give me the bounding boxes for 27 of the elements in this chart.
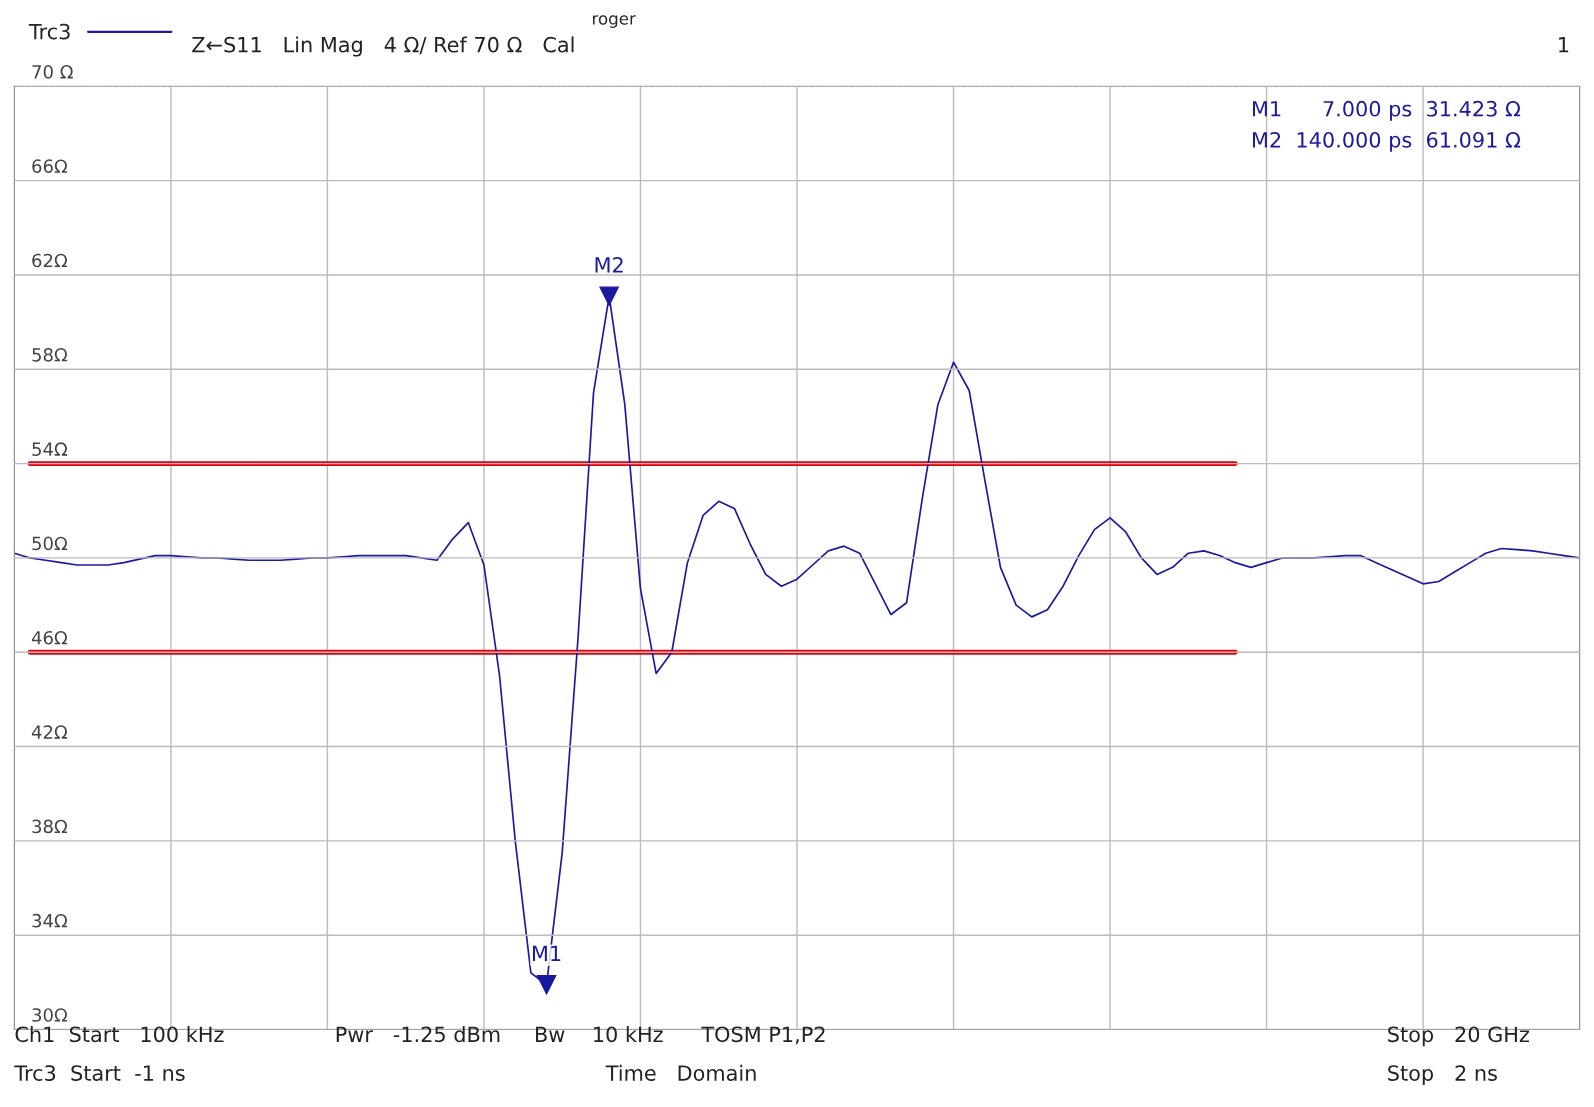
annotation: TOSM P1,P2 [701,1026,825,1045]
y-tick-label: 70 Ω [32,65,73,79]
y-tick-label: 62Ω [32,253,68,268]
annotation: M2 140.000 ps 61.091 Ω [1252,131,1521,152]
legend-label: Trc3 [28,23,70,40]
y-tick-label: 58Ω [32,347,68,362]
text: Time Domain [605,1064,756,1081]
text: Trc3 Start -1 ns [14,1065,185,1081]
chart-title: roger [593,15,636,28]
y-tick-label: 34Ω [32,913,68,928]
y-tick-label: 38Ω [32,819,68,834]
y-tick-label: 30Ω [32,1008,68,1022]
text: Stop 2 ns [1388,1065,1497,1085]
annotation: Ch1 Start 100 kHz [15,1026,224,1043]
annotation: Bw 10 kHz [536,1026,663,1043]
y-tick-label: 50Ω [32,536,68,551]
annotation: Stop 20 GHz [1388,1026,1529,1047]
y-tick-label: 66Ω [32,159,68,173]
y-tick-label: 42Ω [31,725,68,739]
annotation: Pwr -1.25 dBm [336,1026,500,1043]
y-tick-label: 46Ω [31,630,68,645]
annotation: M1 [532,945,561,961]
annotation: M2 [595,256,623,273]
annotation: M1 7.000 ps 31.423 Ω [1252,100,1521,121]
y-tick-label: 54Ω [32,442,68,456]
text: 1 [1559,37,1569,53]
text: Z←S11 Lin Mag 4 Ω/ Ref 70 Ω Cal [192,36,574,57]
